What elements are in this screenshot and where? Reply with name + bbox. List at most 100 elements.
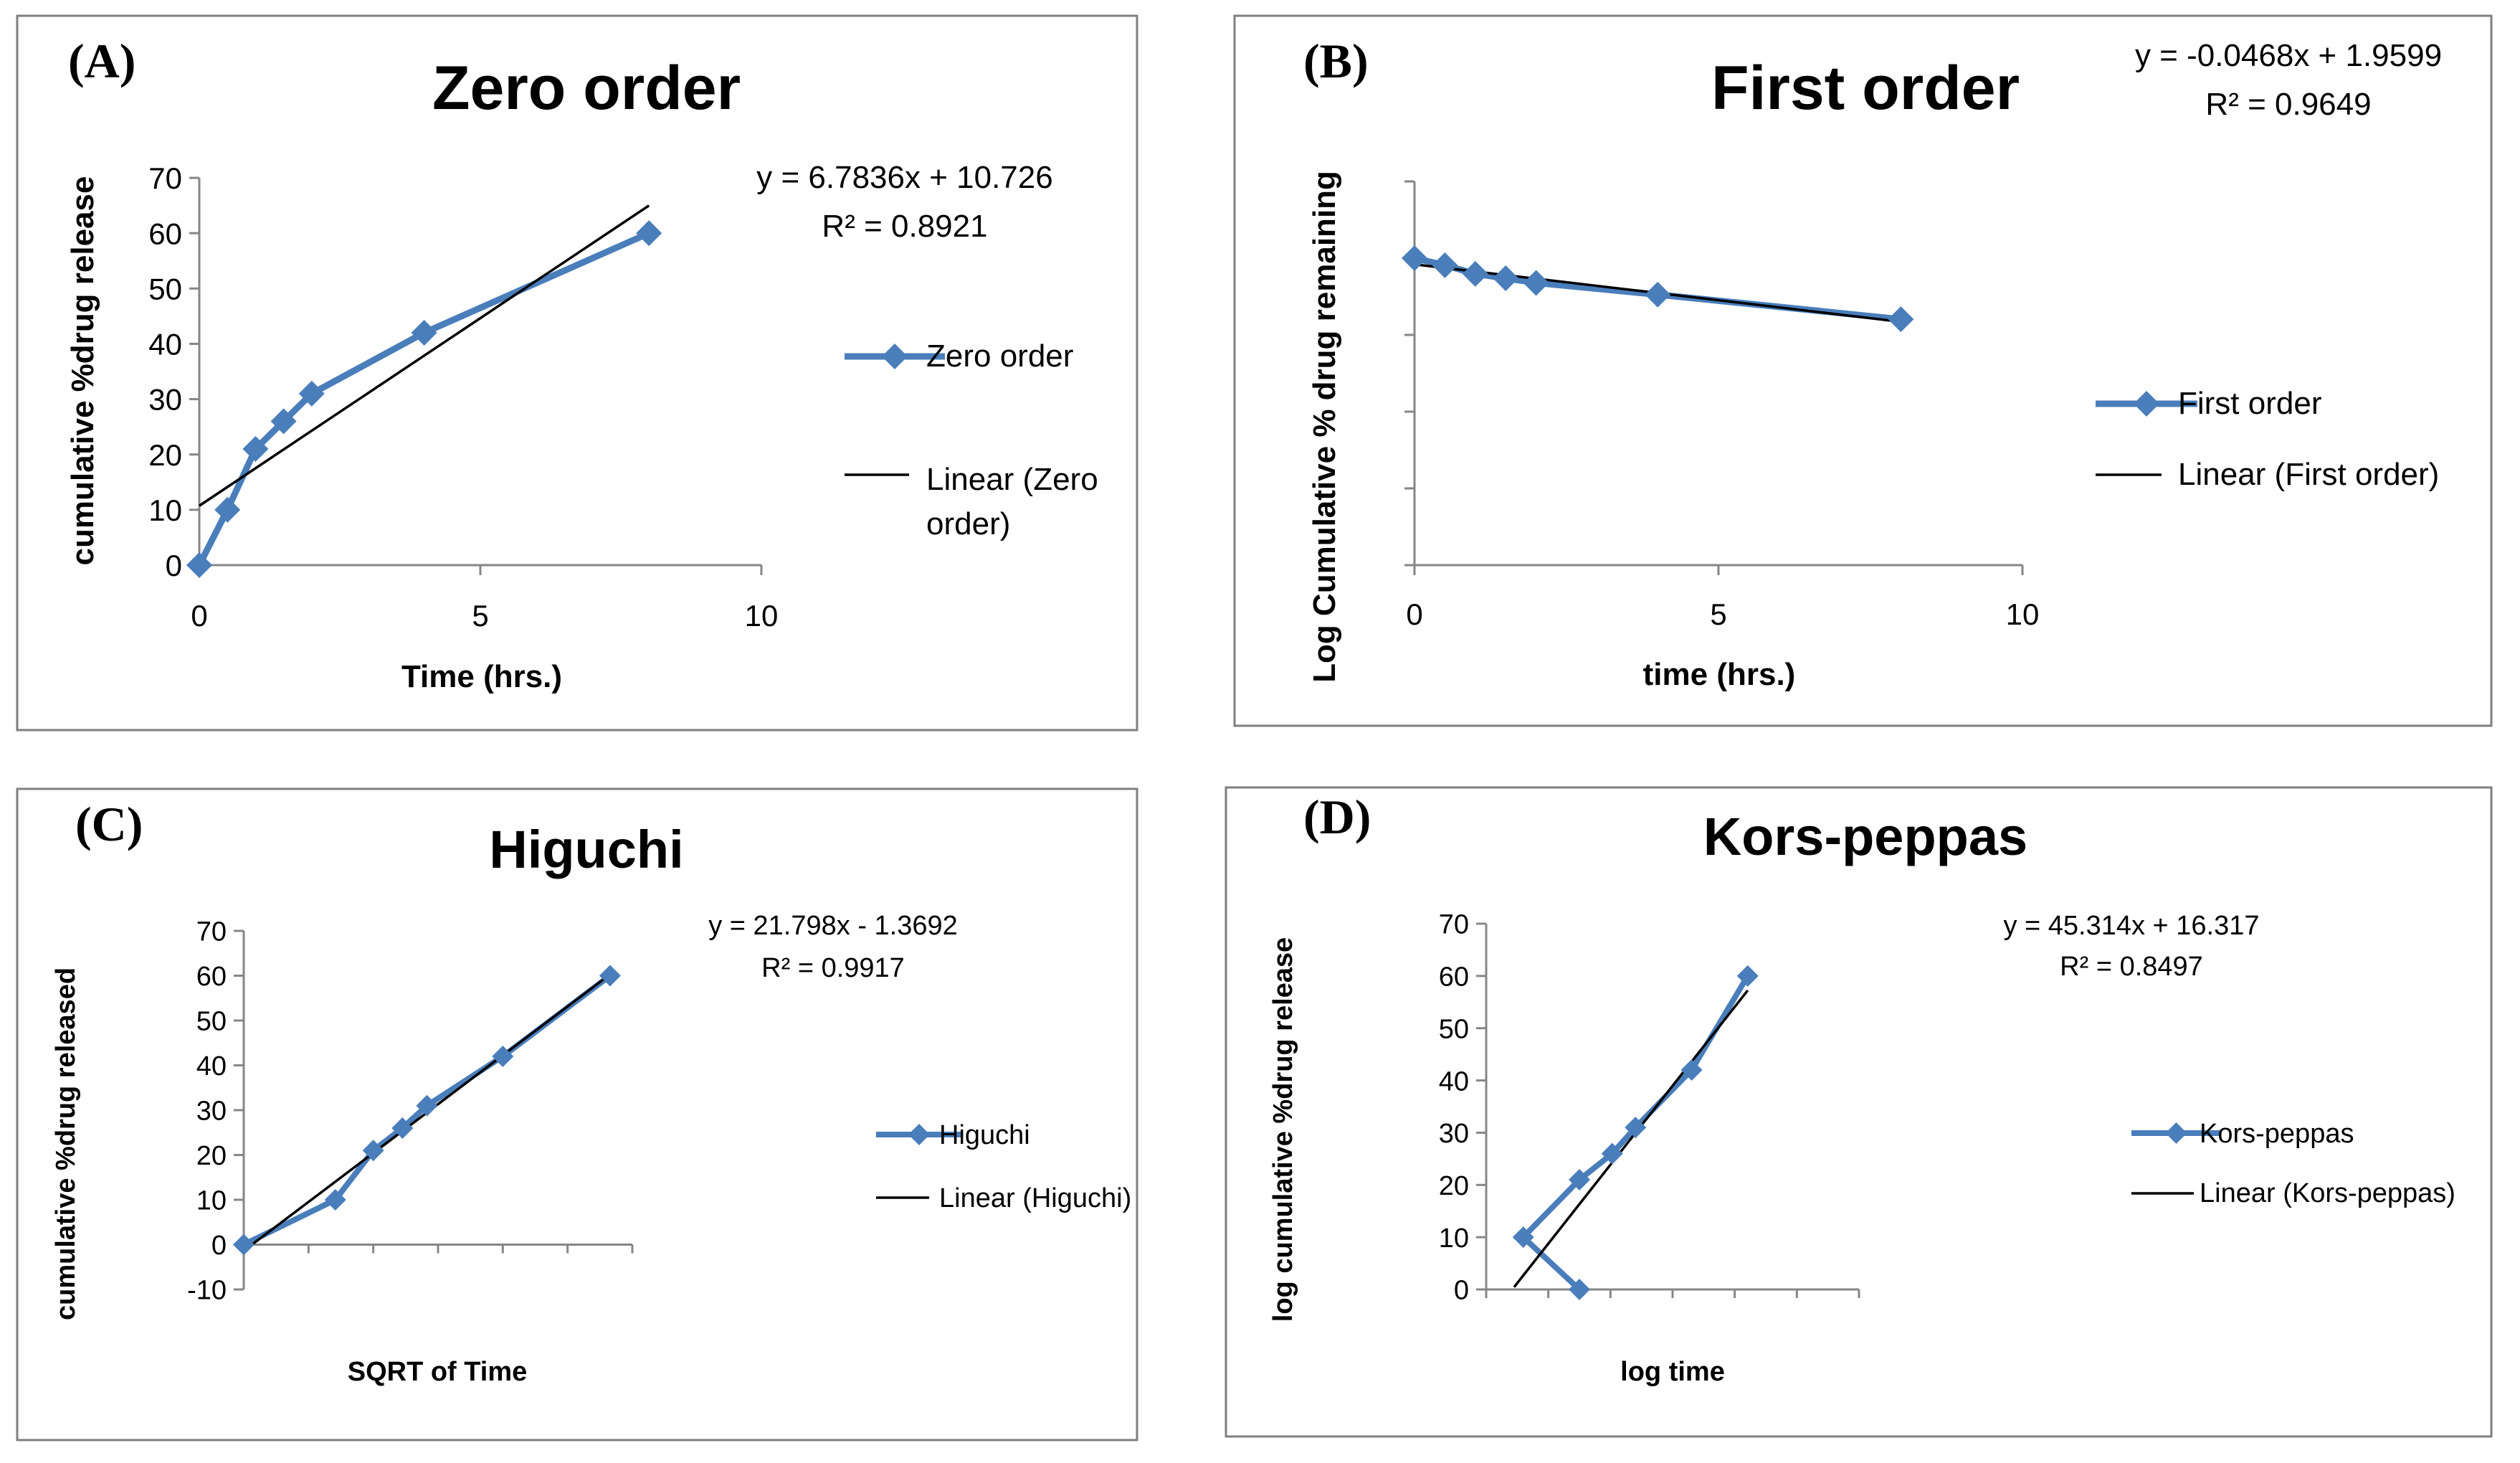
y-axis-title: cumulative %drug released <box>51 967 81 1320</box>
panel-label: (B) <box>1303 34 1369 88</box>
data-point <box>186 552 212 578</box>
trend-equation: y = -0.0468x + 1.9599 <box>2135 38 2442 73</box>
data-point <box>599 965 621 987</box>
y-tick-label: 30 <box>1439 1119 1469 1149</box>
data-point <box>298 380 325 407</box>
data-point <box>1462 260 1488 287</box>
data-point <box>416 1094 438 1117</box>
chart-title: Kors-peppas <box>1703 807 2027 866</box>
x-axis-title: log time <box>1620 1357 1725 1387</box>
y-tick-label: 50 <box>196 1007 227 1037</box>
panel-label: (C) <box>75 797 143 851</box>
data-point <box>1493 265 1519 292</box>
panel-label: (D) <box>1303 790 1371 844</box>
y-tick-label: -10 <box>187 1276 227 1306</box>
y-tick-label: 70 <box>196 917 227 947</box>
legend-series-marker <box>2134 391 2159 417</box>
data-point <box>1601 1142 1623 1165</box>
legend-series-marker <box>908 1124 930 1145</box>
x-tick-label: 0 <box>1406 597 1422 631</box>
trend-equation: y = 45.314x + 16.317 <box>2003 911 2259 941</box>
trend-equation: y = 21.798x - 1.3692 <box>708 911 958 941</box>
legend-label: Linear (First order) <box>2178 457 2439 492</box>
panel-label: (A) <box>68 34 135 88</box>
y-tick-label: 50 <box>148 272 182 306</box>
legend-label: Higuchi <box>939 1120 1030 1150</box>
legend-series-marker <box>2165 1122 2187 1144</box>
trend-equation: y = 6.7836x + 10.726 <box>756 160 1052 195</box>
data-point <box>636 220 662 247</box>
r-squared: R² = 0.9917 <box>761 953 905 983</box>
data-point <box>362 1140 384 1162</box>
chart-panel-4: (D) Kors-peppas 0 10 20 30 40 50 60 70 log cumulat… <box>1225 786 2493 1438</box>
x-axis-title: time (hrs.) <box>1643 657 1796 692</box>
y-tick-label: 40 <box>196 1051 227 1081</box>
y-tick-label: 0 <box>211 1231 227 1261</box>
y-tick-label: 20 <box>148 438 182 472</box>
r-squared: R² = 0.8921 <box>822 209 987 244</box>
x-tick-label: 5 <box>1710 597 1726 631</box>
data-point <box>411 320 437 346</box>
data-point <box>391 1117 414 1139</box>
x-tick-label: 5 <box>472 599 488 633</box>
data-point <box>214 496 241 523</box>
y-tick-label: 0 <box>166 549 182 582</box>
x-axis-title: Time (hrs.) <box>401 659 562 694</box>
data-point <box>1888 306 1914 333</box>
trendline <box>199 204 650 507</box>
y-axis-title: cumulative %drug release <box>65 176 100 566</box>
legend-series-marker <box>882 344 908 369</box>
chart-title: Higuchi <box>489 820 683 879</box>
legend-label: Linear (Kors-peppas) <box>2200 1178 2455 1208</box>
data-point <box>1680 1059 1703 1081</box>
y-tick-label: 0 <box>1454 1276 1469 1306</box>
y-tick-label: 10 <box>148 493 182 527</box>
chart-panel-2: (B) First order 0 5 10 Log Cumulative % drug … <box>1233 14 2493 727</box>
chart-panel-3: (C) Higuchi -10 0 10 20 30 40 50 60 70 cumulative %… <box>16 787 1138 1441</box>
panel-frame <box>16 14 1138 732</box>
y-tick-label: 70 <box>148 161 182 195</box>
legend-label: Linear (Zero <box>926 462 1098 497</box>
y-tick-label: 40 <box>148 328 182 361</box>
panel-frame <box>16 787 1138 1441</box>
y-tick-label: 10 <box>1439 1223 1469 1254</box>
y-tick-label: 70 <box>1439 910 1469 940</box>
panel-frame <box>1233 14 2493 727</box>
data-point <box>1432 252 1458 278</box>
y-tick-label: 60 <box>1439 962 1469 993</box>
x-tick-label: 0 <box>191 599 207 633</box>
x-axis-title: SQRT of Time <box>348 1357 528 1387</box>
y-tick-label: 40 <box>1439 1066 1469 1097</box>
y-tick-label: 30 <box>196 1097 227 1127</box>
data-point <box>492 1046 514 1067</box>
series-line <box>196 229 652 569</box>
legend-label: Kors-peppas <box>2200 1119 2354 1149</box>
r-squared: R² = 0.9649 <box>2205 87 2371 122</box>
panel-frame <box>1225 786 2493 1438</box>
data-point <box>324 1189 346 1211</box>
y-tick-label: 10 <box>196 1186 227 1216</box>
x-tick-label: 10 <box>745 599 779 633</box>
data-point <box>242 436 269 462</box>
y-tick-label: 30 <box>148 383 182 417</box>
y-tick-label: 60 <box>148 217 182 250</box>
y-axis-title: Log Cumulative % drug remaining <box>1307 171 1342 683</box>
data-point <box>1736 965 1759 987</box>
x-tick-label: 10 <box>2006 597 2040 631</box>
data-point <box>1569 1279 1590 1300</box>
data-point <box>233 1234 255 1256</box>
legend-label: order) <box>926 506 1010 541</box>
trendline <box>1513 989 1749 1288</box>
chart-title: Zero order <box>432 54 741 123</box>
data-point <box>1402 245 1427 271</box>
data-point <box>1523 270 1549 296</box>
chart-panel-1: (A) Zero order 0 10 20 30 40 50 60 70 0 5 10 cumulati… <box>16 14 1138 732</box>
data-point <box>1569 1169 1590 1190</box>
y-tick-label: 60 <box>196 962 227 992</box>
legend-label: Zero order <box>926 338 1073 374</box>
data-point <box>1625 1117 1647 1139</box>
data-point <box>1512 1226 1534 1249</box>
legend-label: First order <box>2178 386 2321 421</box>
